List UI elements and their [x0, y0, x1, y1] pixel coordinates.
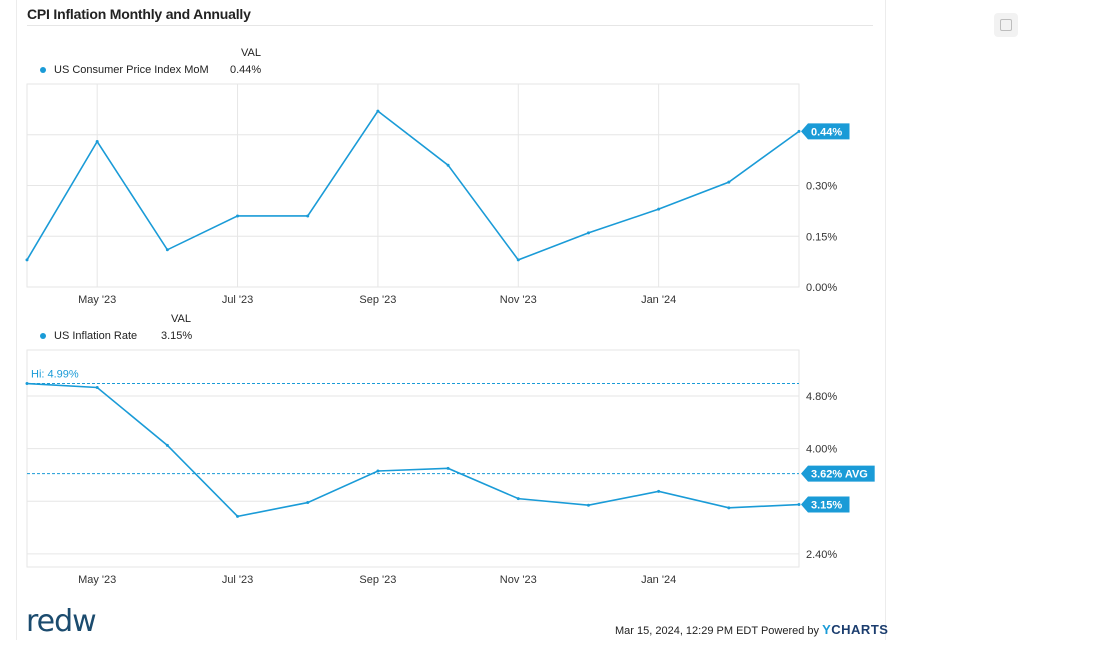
yoy-data-point — [236, 514, 240, 518]
yoy-data-point — [446, 466, 450, 470]
mom-x-tick-label: Sep '23 — [359, 294, 396, 306]
mom-data-point — [25, 258, 29, 262]
yoy-data-point — [376, 469, 380, 473]
mom-data-point — [727, 180, 731, 184]
mom-data-point — [306, 214, 310, 218]
yoy-hi-label: Hi: 4.99% — [31, 369, 79, 381]
yoy-plot-area — [26, 349, 800, 568]
bottom-val-header: VAL — [171, 313, 191, 325]
footer-powered: Powered by — [760, 625, 820, 637]
top-legend-value: 0.44% — [230, 64, 262, 76]
yoy-last-value-flag: 3.15% — [811, 500, 842, 512]
redw-logo: redw — [26, 604, 97, 639]
mom-x-tick-label: Nov '23 — [500, 294, 537, 306]
mom-x-tick-label: Jul '23 — [222, 294, 253, 306]
yoy-data-point — [657, 489, 661, 493]
yoy-data-point — [165, 443, 169, 447]
bottom-legend-value: 3.15% — [161, 330, 193, 342]
mom-data-point — [165, 248, 169, 252]
yoy-data-point — [516, 497, 520, 501]
top-val-header: VAL — [241, 47, 261, 59]
mom-x-tick-label: May '23 — [78, 294, 116, 306]
mom-y-tick-label: 0.00% — [806, 282, 837, 294]
series-dot-icon — [40, 333, 46, 340]
mom-data-point — [797, 129, 801, 133]
series-dot-icon — [40, 67, 46, 74]
mom-data-point — [95, 140, 99, 144]
yoy-data-point — [95, 385, 99, 389]
chart-card — [16, 0, 886, 640]
yoy-series-line — [26, 382, 800, 518]
mom-data-point — [446, 163, 450, 167]
footer: Mar 15, 2024, 12:29 PM EDT Powered by YC… — [615, 622, 888, 637]
yoy-last-value-flag-bg — [801, 496, 850, 513]
ycharts-logo[interactable]: YCHARTS — [822, 622, 888, 637]
bottom-legend-item[interactable]: US Inflation Rate — [40, 330, 137, 342]
mom-last-value-flag-bg — [801, 123, 850, 140]
yoy-avg-flag-bg — [801, 465, 875, 482]
mom-data-point — [586, 231, 590, 235]
mom-y-tick-label: 0.30% — [806, 181, 837, 193]
chart-title: CPI Inflation Monthly and Annually — [27, 6, 251, 22]
yoy-x-tick-label: Sep '23 — [359, 574, 396, 586]
yoy-data-point — [727, 506, 731, 510]
mom-data-point — [657, 207, 661, 211]
ycharts-logo-rest: CHARTS — [831, 622, 889, 637]
mom-series-line — [26, 109, 800, 261]
mom-data-point — [236, 214, 240, 218]
mom-data-point — [376, 109, 380, 113]
bottom-legend-name: US Inflation Rate — [54, 330, 138, 342]
yoy-data-point — [797, 503, 801, 507]
yoy-y-tick-label: 4.80% — [806, 391, 837, 403]
yoy-avg-flag: 3.62% AVG — [811, 469, 868, 481]
top-legend-item[interactable]: US Consumer Price Index MoM — [40, 64, 209, 76]
mom-data-point — [516, 258, 520, 262]
yoy-x-tick-label: Nov '23 — [500, 574, 537, 586]
expand-icon — [1000, 19, 1012, 31]
yoy-data-point — [306, 501, 310, 505]
yoy-x-tick-label: Jul '23 — [222, 574, 253, 586]
yoy-x-tick-label: May '23 — [78, 574, 116, 586]
yoy-data-point — [25, 382, 29, 386]
ycharts-logo-y: Y — [822, 622, 832, 637]
yoy-data-point — [586, 503, 590, 507]
mom-x-tick-label: Jan '24 — [641, 294, 676, 306]
yoy-y-tick-label: 4.00% — [806, 444, 837, 456]
mom-y-tick-label: 0.15% — [806, 231, 837, 243]
yoy-x-tick-label: Jan '24 — [641, 574, 676, 586]
fullscreen-button[interactable] — [994, 13, 1018, 37]
top-legend-name: US Consumer Price Index MoM — [54, 64, 209, 76]
title-divider — [27, 25, 873, 26]
mom-last-value-flag: 0.44% — [811, 126, 842, 138]
yoy-y-tick-label: 2.40% — [806, 549, 837, 561]
footer-timestamp: Mar 15, 2024, 12:29 PM EDT — [615, 625, 758, 637]
